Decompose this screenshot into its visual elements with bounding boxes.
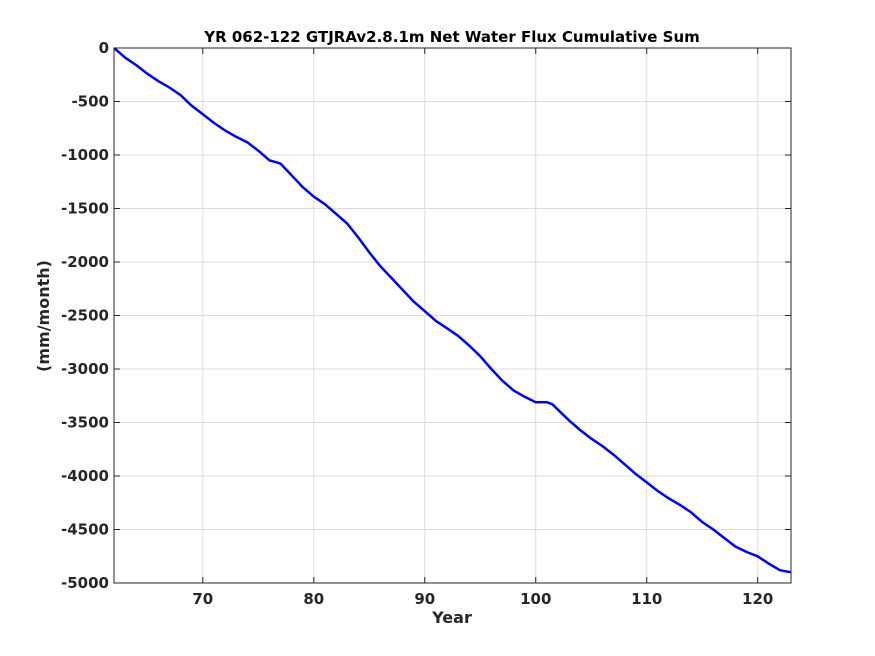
y-axis-label: (mm/month) xyxy=(34,260,53,372)
y-tick-label: -4000 xyxy=(61,467,109,485)
x-tick-label: 120 xyxy=(742,590,773,608)
x-tick-label: 90 xyxy=(414,590,435,608)
x-tick-label: 100 xyxy=(520,590,551,608)
y-tick-labels: 0 -500 -1000 -1500 -2000 -2500 -3000 -3500 -4000… xyxy=(61,39,109,592)
x-tick-label: 80 xyxy=(303,590,324,608)
y-tick-label: -500 xyxy=(71,93,109,111)
y-tick-label: 0 xyxy=(99,39,109,57)
y-tick-label: -2500 xyxy=(61,307,109,325)
y-tick-label: -2000 xyxy=(61,253,109,271)
chart-title: YR 062-122 GTJRAv2.8.1m Net Water Flux C… xyxy=(203,28,700,46)
y-tick-label: -4500 xyxy=(61,521,109,539)
series-line xyxy=(113,47,792,574)
grid-lines xyxy=(114,47,791,584)
y-tick-label: -3500 xyxy=(61,414,109,432)
x-axis-label: Year xyxy=(431,608,472,627)
y-tick-label: -1500 xyxy=(61,200,109,218)
axis-ticks xyxy=(114,47,791,584)
y-tick-label: -5000 xyxy=(61,574,109,592)
x-tick-label: 70 xyxy=(192,590,213,608)
x-tick-label: 110 xyxy=(631,590,662,608)
x-tick-labels: 70 80 90 100 110 120 xyxy=(192,590,773,608)
y-tick-label: -3000 xyxy=(61,360,109,378)
y-tick-label: -1000 xyxy=(61,146,109,164)
